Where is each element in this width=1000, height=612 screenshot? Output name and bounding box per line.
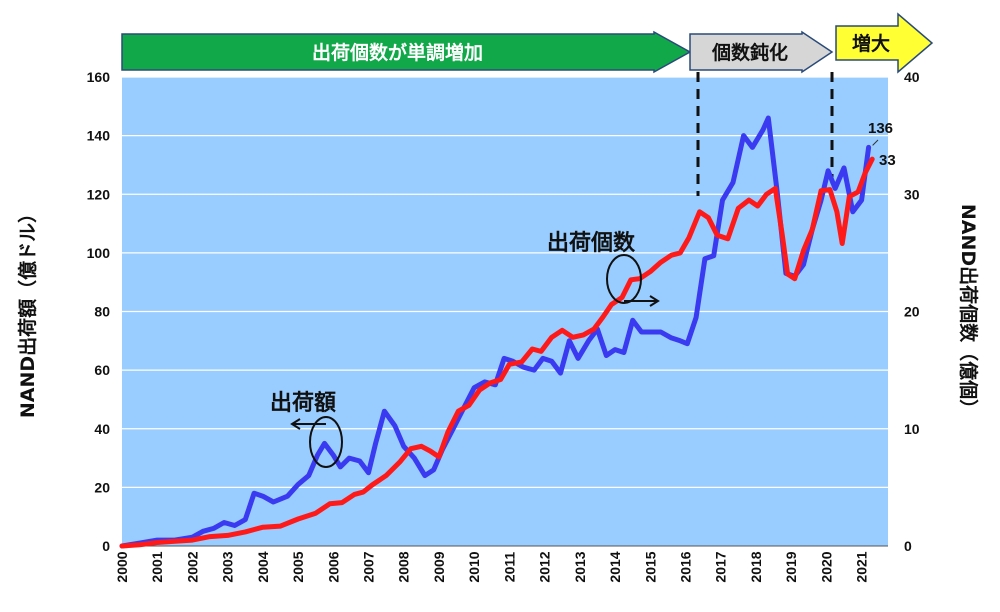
x-tick-label: 2014 xyxy=(607,551,623,582)
annotation-units-arrowhead xyxy=(649,295,660,307)
y-left-tick-label: 80 xyxy=(94,304,110,320)
y-left-tick-label: 0 xyxy=(102,538,110,554)
phase-label-3: 増大 xyxy=(852,32,890,55)
x-tick-label: 2019 xyxy=(783,551,799,582)
x-tick-label: 2020 xyxy=(818,551,834,582)
y-left-tick-label: 20 xyxy=(94,479,110,495)
watermark-text: 大数跨境 xyxy=(28,583,92,602)
x-tick-label: 2006 xyxy=(325,551,341,582)
y-right-tick-label: 0 xyxy=(904,538,912,554)
series-line-2 xyxy=(119,156,875,549)
phase-label-1: 出荷個数が単調増加 xyxy=(312,41,483,64)
annotation-units: 出荷個数 xyxy=(547,230,636,256)
y-left-tick-label: 60 xyxy=(94,362,110,378)
phase-arrow-2 xyxy=(689,30,834,74)
y-right-tick-label: 10 xyxy=(904,421,920,437)
x-tick-label: 2016 xyxy=(677,551,693,582)
annotation-value: 出荷額 xyxy=(270,390,336,416)
x-tick-label: 2018 xyxy=(748,551,764,582)
y-left-tick-label: 120 xyxy=(87,186,111,202)
x-tick-label: 2008 xyxy=(396,551,412,582)
x-tick-label: 2007 xyxy=(361,551,377,582)
x-tick-label: 2001 xyxy=(149,551,165,582)
x-tick-label: 2003 xyxy=(220,551,236,582)
end-label-value-shipment: 136 xyxy=(868,120,893,137)
x-tick-label: 2011 xyxy=(501,552,517,583)
x-tick-label: 2017 xyxy=(713,551,729,582)
annotation-value-arrowhead xyxy=(290,418,301,430)
y-right-tick-label: 20 xyxy=(904,304,920,320)
y-axis-right-title: NAND出荷個数（億個） xyxy=(957,204,980,418)
annotation-value-ellipse xyxy=(309,416,343,468)
phase-arrow-1 xyxy=(121,30,692,74)
y-left-tick-label: 40 xyxy=(94,421,110,437)
x-tick-label: 2013 xyxy=(572,551,588,582)
x-tick-label: 2021 xyxy=(854,551,870,582)
end-label-leader xyxy=(872,139,879,146)
axis-ticks: 0 20 40 60 80 100 120 140 160 0 10 20 30 40 2000 2001 20… xyxy=(87,69,920,583)
x-tick-label: 2015 xyxy=(642,551,658,582)
y-right-tick-label: 30 xyxy=(904,186,920,202)
y-left-tick-label: 100 xyxy=(87,245,111,261)
x-tick-label: 2000 xyxy=(114,551,130,582)
y-right-tick-label: 40 xyxy=(904,69,920,85)
phase-arrow-3 xyxy=(835,12,934,74)
series-lines xyxy=(119,115,875,549)
annotations: 136 33 出荷額 出荷個数 xyxy=(270,120,896,468)
phase-label-2: 個数鈍化 xyxy=(711,41,788,64)
y-left-tick-label: 160 xyxy=(87,69,111,85)
x-tick-label: 2004 xyxy=(255,551,271,582)
annotation-units-ellipse xyxy=(606,254,642,304)
x-tick-label: 2005 xyxy=(290,551,306,582)
y-axis-left-title: NAND出荷額（億ドル） xyxy=(16,204,39,418)
x-tick-label: 2010 xyxy=(466,551,482,582)
x-tick-label: 2012 xyxy=(537,551,553,582)
watermark-icon xyxy=(6,584,22,600)
series-line-1 xyxy=(119,115,872,549)
end-label-unit-shipment: 33 xyxy=(879,152,896,169)
x-tick-label: 2002 xyxy=(184,551,200,582)
phase-dividers xyxy=(696,72,834,196)
y-left-tick-label: 140 xyxy=(87,128,111,144)
watermark: 大数跨境 xyxy=(6,583,92,602)
phase-banner: 出荷個数が単調増加 個数鈍化 増大 xyxy=(121,12,934,74)
x-tick-label: 2009 xyxy=(431,551,447,582)
